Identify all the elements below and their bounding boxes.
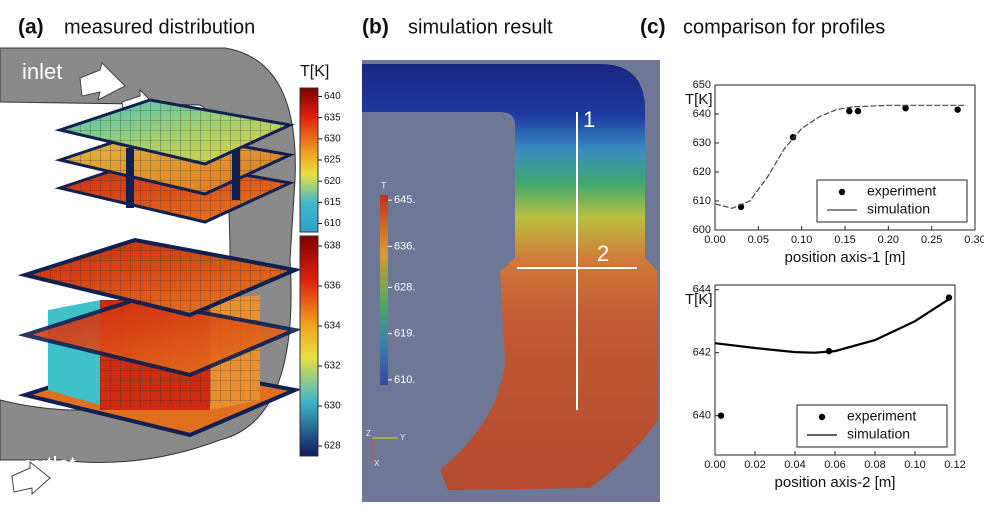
colorbar-label: 630 [324,133,341,144]
colorbar-label: 630 [324,401,341,412]
x-tick-label: 0.02 [744,459,765,471]
legend-swatch [819,414,825,420]
legend-label: simulation [847,426,910,442]
panel-title: measured distribution [64,16,255,38]
inlet-label: inlet [22,59,62,84]
triad-label: Z [366,429,371,438]
x-axis-label: position axis-2 [m] [775,474,896,491]
colorbar-label: 634 [324,321,341,332]
legend-label: simulation [867,201,930,217]
x-tick-label: 0.12 [944,459,965,471]
x-axis-label: position axis-1 [m] [785,249,906,266]
x-tick-label: 0.25 [921,234,942,246]
colorbar-label: 636. [394,240,415,252]
x-tick-label: 0.08 [864,459,885,471]
colorbar-label: 610. [394,374,415,386]
panel-label: (b) [362,16,389,39]
colorbar-label: 638 [324,241,341,252]
figure: (a) measured distribution inlet outlet T… [0,0,984,507]
y-tick-label: 620 [693,166,711,178]
x-tick-label: 0.04 [784,459,805,471]
colorbar-title: T[K] [300,63,329,80]
y-tick-label: 610 [693,195,711,207]
x-tick-label: 0.05 [748,234,769,246]
colorbar-label: 619. [394,328,415,340]
data-point [954,106,960,112]
y-axis-label: T[K] [685,291,713,308]
x-tick-label: 0.10 [904,459,925,471]
y-tick-label: 642 [693,347,711,359]
colorbar-label: 628. [394,281,415,293]
triad-label: X [374,459,380,468]
y-tick-label: 640 [693,410,711,422]
legend-label: experiment [847,408,916,424]
colorbar-label: 628 [324,441,341,452]
x-tick-label: 0.20 [878,234,899,246]
colorbar-label: 620 [324,176,341,187]
colorbar [300,236,318,456]
data-point [902,105,908,111]
colorbar-label: 615 [324,197,341,208]
legend-swatch [839,189,845,195]
legend-label: experiment [867,183,936,199]
colorbar-label: 640 [324,91,341,102]
measured-planes [25,100,295,435]
y-tick-label: 630 [693,137,711,149]
colorbar-label: 635 [324,112,341,123]
y-axis-label: T[K] [685,91,713,108]
data-point [855,108,861,114]
x-tick-label: 0.00 [704,459,725,471]
probe-label: 1 [583,107,595,132]
x-tick-label: 0.10 [791,234,812,246]
y-tick-label: 650 [693,79,711,91]
colorbar-label: 632 [324,361,341,372]
panel-label: (c) [640,16,666,39]
x-tick-label: 0.30 [964,234,984,246]
x-tick-label: 0.06 [824,459,845,471]
x-tick-label: 0.00 [704,234,725,246]
panel-title: comparison for profiles [683,16,885,38]
colorbar-label: 625 [324,155,341,166]
colorbar-label: 645. [394,194,415,206]
panel-title: simulation result [408,16,553,38]
panel-label: (a) [18,16,44,39]
y-tick-label: 640 [693,108,711,120]
colorbar [300,88,318,232]
probe-label: 2 [597,241,609,266]
colorbar [380,195,388,385]
triad-label: Y [400,433,406,442]
data-point [718,412,724,418]
colorbar-label: 610 [324,218,341,229]
data-point [846,108,852,114]
x-tick-label: 0.15 [834,234,855,246]
colorbar-label: 636 [324,281,341,292]
colorbar-title: T [381,180,387,190]
